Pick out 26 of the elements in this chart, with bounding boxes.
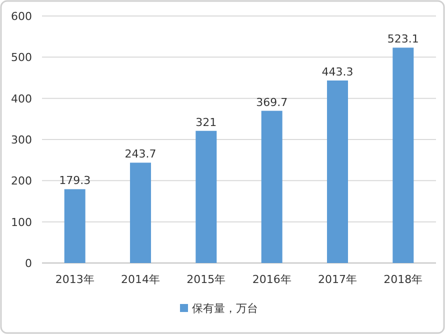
data-label: 243.7 — [124, 148, 156, 161]
y-tick-label: 400 — [11, 92, 32, 106]
bar — [261, 110, 282, 263]
bar — [196, 130, 217, 263]
bar — [64, 189, 86, 263]
bar — [327, 80, 348, 263]
x-tick-label: 2016年 — [252, 273, 292, 286]
x-tick-label: 2014年 — [121, 273, 160, 286]
data-label: 179.3 — [59, 174, 91, 188]
x-tick-label: 2013年 — [55, 273, 94, 286]
y-tick-label: 600 — [11, 10, 32, 23]
y-tick-label: 100 — [11, 216, 32, 229]
legend-label: 保有量，万台 — [192, 302, 258, 315]
bar — [130, 162, 151, 263]
data-label: 369.7 — [256, 96, 288, 109]
y-tick-label: 200 — [11, 174, 32, 188]
data-label: 321 — [196, 116, 217, 129]
data-label: 523.1 — [387, 32, 419, 46]
x-tick-label: 2018年 — [384, 273, 423, 286]
x-tick-label: 2015年 — [186, 273, 226, 286]
data-label: 443.3 — [322, 66, 354, 79]
y-tick-label: 500 — [11, 51, 32, 64]
y-tick-label: 300 — [11, 134, 32, 146]
x-tick-label: 2017年 — [318, 273, 357, 286]
bar — [392, 48, 414, 263]
y-tick-label: 0 — [25, 257, 32, 270]
